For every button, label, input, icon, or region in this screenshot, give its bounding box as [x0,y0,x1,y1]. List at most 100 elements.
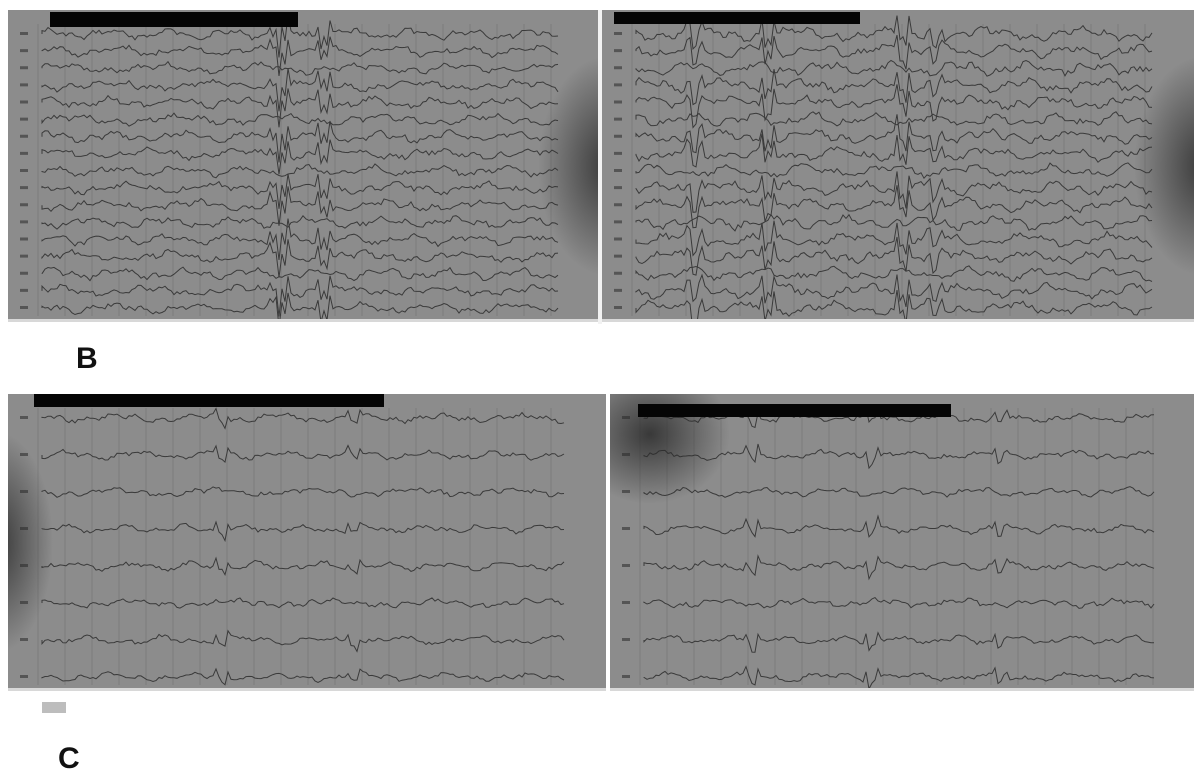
channel-label-mark [622,675,630,678]
channel-label-mark [20,306,28,309]
paper-background [8,394,606,691]
eeg-channel-trace [643,665,1155,691]
paper-edge [602,319,1194,322]
eeg-channel-trace [635,220,1153,257]
eeg-channel-trace [41,112,559,127]
eeg-channel-trace [635,84,1153,129]
channel-label-mark [20,416,28,419]
channel-label-mark [20,83,28,87]
eeg-channel-trace [41,15,559,58]
channel-label-mark [20,254,28,258]
eeg-channel-trace [635,111,1153,127]
eeg-channel-trace [635,290,1153,322]
eeg-channel-trace [41,218,559,260]
eeg-channel-trace [41,275,559,317]
eeg-channel-trace [41,292,559,322]
eeg-channel-trace [41,629,565,653]
channel-label-mark [614,254,622,258]
eeg-channel-trace [635,236,1153,276]
eeg-channel-trace [635,273,1153,308]
channel-label-mark [20,203,28,207]
eeg-channel-trace [635,213,1153,232]
channel-label-mark [20,638,28,641]
eeg-channel-trace [643,554,1155,581]
eeg-channel-trace [41,88,559,128]
channel-label-mark [20,49,28,53]
channel-label-mark [614,134,622,138]
eeg-channel-trace [41,68,559,112]
eeg-photo-c-right [610,394,1194,691]
eeg-channel-trace [635,133,1153,168]
eeg-trace-canvas [8,10,598,322]
eeg-channel-trace [635,171,1153,213]
eeg-channel-trace [41,215,559,230]
channel-label-mark [20,237,28,241]
eeg-trace-canvas [602,10,1194,322]
eeg-channel-trace [41,520,565,543]
eeg-channel-trace [41,556,565,577]
channel-label-mark [614,117,622,121]
paper-edge [8,319,598,322]
eeg-channel-trace [635,15,1153,51]
channel-label-mark [20,169,28,172]
photo-shadow [8,434,53,651]
photo-shadow [538,57,598,275]
channel-label-mark [614,83,622,87]
eeg-trace-canvas [8,394,606,691]
photo-divider [598,10,602,324]
eeg-channel-trace [635,59,1153,77]
channel-label-mark [622,527,630,530]
channel-label-mark [20,288,28,292]
eeg-channel-trace [41,186,559,226]
eeg-channel-trace [41,667,565,686]
channel-label-mark [614,220,622,224]
photo-shadow [610,394,730,504]
channel-label-mark [614,288,622,292]
channel-label-mark [614,66,622,70]
channel-label-mark [20,220,28,224]
eeg-channel-trace [635,265,1153,282]
channel-label-mark [20,271,28,275]
eeg-channel-trace [41,163,559,179]
channel-label-mark [622,601,630,604]
channel-label-mark [614,100,622,104]
channel-label-mark [614,169,622,172]
channel-label-mark [20,117,28,121]
eeg-channel-trace [635,69,1153,106]
eeg-channel-trace [643,486,1155,498]
channel-label-mark [20,186,28,190]
redaction-bar [638,404,951,417]
paper-edge [610,688,1194,691]
eeg-photo-b-left [8,10,598,322]
channel-label-mark [614,49,622,53]
eeg-channel-trace [41,60,559,76]
eeg-channel-trace [41,407,565,430]
eeg-channel-trace [41,139,559,175]
eeg-channel-trace [41,174,559,209]
eeg-channel-trace [643,631,1155,653]
eeg-channel-trace [635,162,1153,180]
redaction-bar [614,12,860,24]
eeg-channel-trace [635,185,1153,229]
eeg-trace-canvas [610,394,1194,691]
channel-label-mark [614,271,622,275]
channel-label-mark [614,237,622,241]
channel-label-mark [20,66,28,70]
eeg-channel-trace [41,266,559,282]
gray-marker [42,702,66,713]
channel-label-mark [20,100,28,104]
photo-shadow [1134,57,1194,275]
channel-label-mark [622,564,630,567]
redaction-bar [34,394,384,407]
channel-label-mark [20,675,28,678]
eeg-channel-trace [41,36,559,76]
channel-label-mark [614,203,622,207]
channel-label-mark [622,638,630,641]
eeg-channel-trace [41,444,565,464]
eeg-channel-trace [41,120,559,163]
panel-label-c: C [58,742,80,775]
redaction-bar [50,12,298,27]
eeg-channel-trace [41,597,565,609]
eeg-channel-trace [635,114,1153,154]
eeg-channel-trace [41,239,559,278]
